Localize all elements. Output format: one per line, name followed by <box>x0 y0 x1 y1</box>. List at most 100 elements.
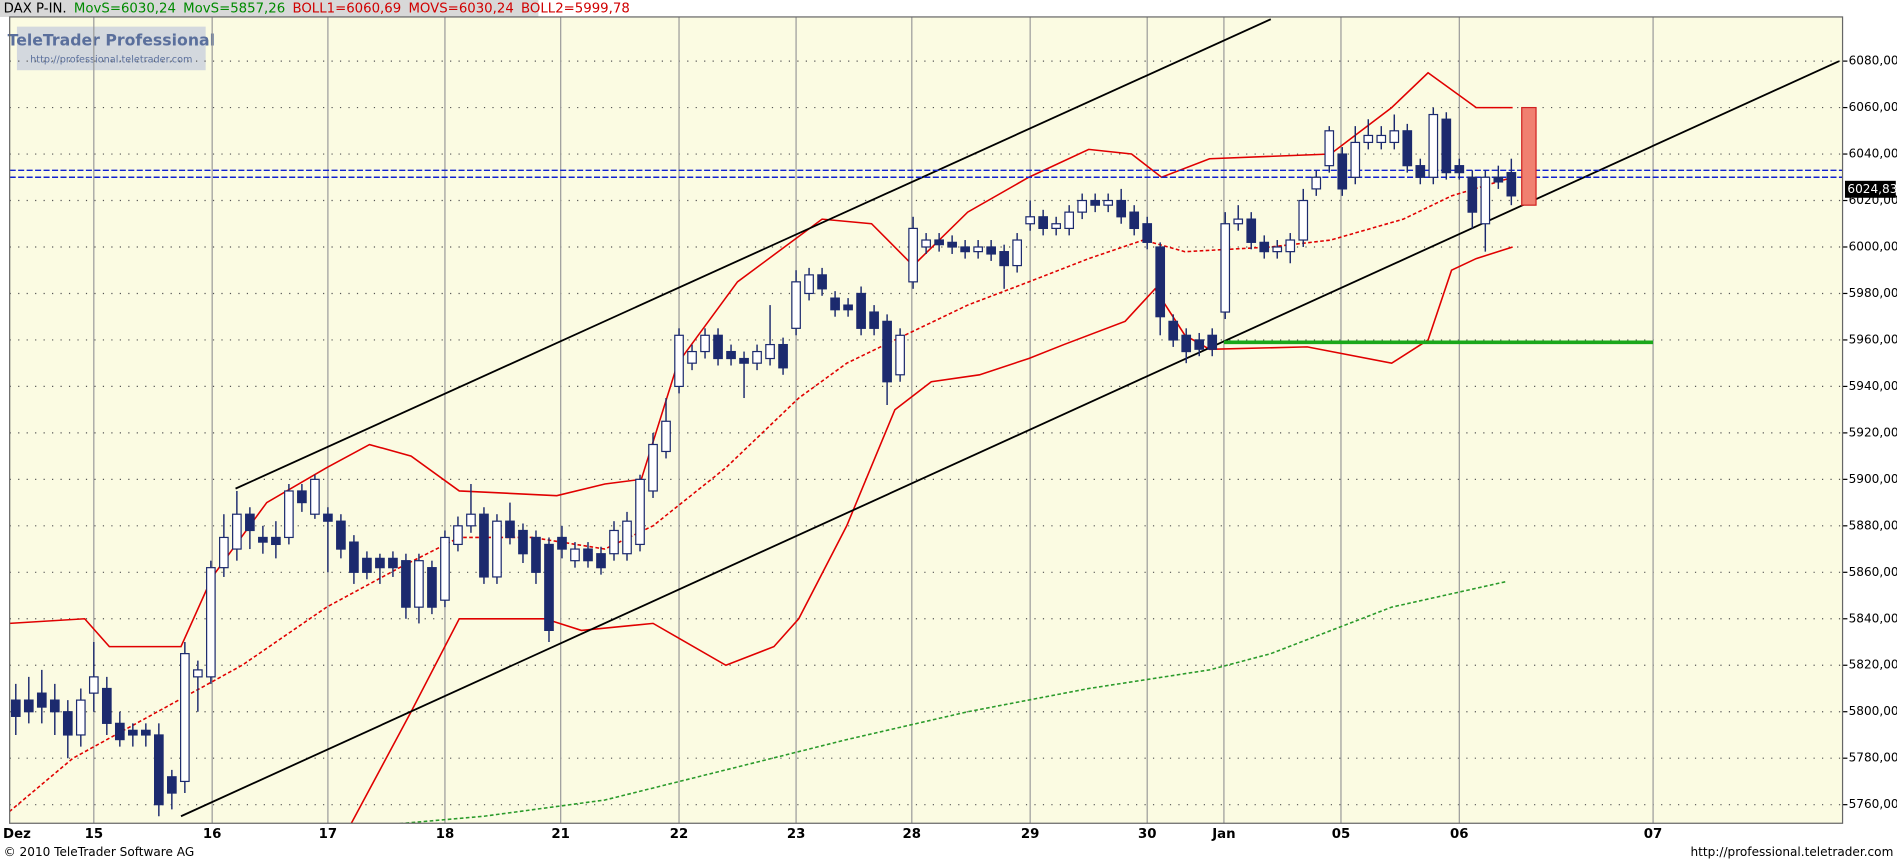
y-tick-label: 5820,00 <box>1849 658 1897 672</box>
x-tick-label: Dez <box>3 827 31 842</box>
x-tick-label: 21 <box>551 827 570 842</box>
candle-body <box>1272 246 1283 253</box>
candle-body <box>75 699 86 736</box>
overlay-line <box>394 580 1507 824</box>
y-tick-label: 5840,00 <box>1849 611 1897 625</box>
x-tick-label: 17 <box>319 827 338 842</box>
candle-body <box>1220 223 1231 313</box>
candle-body <box>127 729 138 736</box>
x-tick-label: 23 <box>787 827 806 842</box>
candle-body <box>1480 176 1491 225</box>
candle-body <box>1363 134 1374 144</box>
candle-body <box>1168 320 1179 341</box>
candle-body <box>219 536 229 569</box>
x-tick-label: 15 <box>85 827 104 842</box>
candle-body <box>544 543 554 632</box>
candle-body <box>1155 246 1166 318</box>
candle-body <box>791 281 801 329</box>
x-tick-label: 30 <box>1138 827 1157 842</box>
candle-body <box>986 246 996 255</box>
candle-body <box>101 687 112 724</box>
candle-body <box>1389 130 1400 144</box>
y-tick-label: 6000,00 <box>1849 239 1897 253</box>
candle-body <box>1090 199 1101 206</box>
logo-box <box>16 26 206 71</box>
candle-body <box>180 653 190 783</box>
candle-body <box>206 567 216 678</box>
candle-body <box>388 557 398 569</box>
candle-body <box>1324 130 1335 167</box>
candle-body <box>726 350 736 360</box>
candle-body <box>1181 334 1192 353</box>
candle-body <box>154 734 164 806</box>
candle-body <box>947 241 957 248</box>
candle-body <box>1246 218 1257 243</box>
candle-body <box>1129 211 1140 230</box>
candle-body <box>323 513 333 522</box>
logo-url: http://professional.teletrader.com <box>30 54 192 65</box>
candle-body <box>49 699 60 713</box>
candle-body <box>570 548 580 562</box>
candle-body <box>804 274 814 295</box>
candle-body <box>765 343 775 360</box>
candle-body <box>375 557 385 569</box>
x-tick-label: Jan <box>1211 827 1235 842</box>
x-tick-label: 22 <box>670 827 689 842</box>
title-part: MovS=6030,24 <box>74 1 176 16</box>
candle-body <box>1025 216 1035 225</box>
y-tick-label: 5900,00 <box>1849 472 1897 486</box>
candle-body <box>1194 339 1205 350</box>
logo: TeleTrader Professional http://professio… <box>8 26 215 71</box>
candle-body <box>674 334 684 388</box>
candle-body <box>193 669 203 678</box>
x-tick-label: 06 <box>1450 827 1469 842</box>
candle-body <box>1376 134 1387 144</box>
x-tick-label: 29 <box>1021 827 1040 842</box>
plot <box>9 16 1843 824</box>
candle-body <box>921 239 931 248</box>
candle-body <box>1064 211 1075 230</box>
candle-body <box>960 246 970 253</box>
y-tick-label: 5780,00 <box>1849 751 1897 765</box>
candle-body <box>88 676 99 694</box>
y-tick-label: 5760,00 <box>1849 797 1897 811</box>
candle-body <box>1012 239 1022 267</box>
candle-body <box>869 311 879 329</box>
candle-body <box>934 239 944 246</box>
title-bar <box>0 0 539 17</box>
candle-body <box>583 548 593 562</box>
title-part: BOLL2=5999,78 <box>521 1 630 16</box>
candle-body <box>1311 176 1322 190</box>
title-part: DAX P-IN. <box>4 1 67 16</box>
title-part: MOVS=6030,24 <box>408 1 513 16</box>
candle-body <box>1142 223 1153 243</box>
plot-frame <box>9 16 1844 824</box>
candle-body <box>661 420 671 453</box>
plot-background <box>9 16 1843 824</box>
candle-body <box>1402 130 1413 167</box>
candle-body <box>518 529 528 555</box>
candle-body <box>414 560 424 608</box>
candle-body <box>167 776 177 794</box>
overlay-line <box>235 18 1272 490</box>
candle-body <box>140 729 151 736</box>
candle-body <box>648 443 658 492</box>
x-tick-label: 18 <box>436 827 455 842</box>
candle-body <box>999 251 1009 267</box>
y-tick-label: 5860,00 <box>1849 565 1897 579</box>
y-tick-label: 5920,00 <box>1849 425 1897 439</box>
y-tick-label: 6040,00 <box>1849 147 1897 161</box>
y-tick-label: 5960,00 <box>1849 332 1897 346</box>
candle-body <box>1038 216 1048 230</box>
candle-body <box>713 334 723 360</box>
candle-body <box>908 227 918 283</box>
x-tick-label: 07 <box>1644 827 1663 842</box>
candle-body <box>778 343 788 369</box>
candle-body <box>1350 141 1361 178</box>
candle-body <box>505 520 515 539</box>
candle-body <box>297 490 307 504</box>
candle-body <box>284 490 294 539</box>
candle-body <box>336 520 346 550</box>
y-tick-label: 6060,00 <box>1849 100 1897 114</box>
